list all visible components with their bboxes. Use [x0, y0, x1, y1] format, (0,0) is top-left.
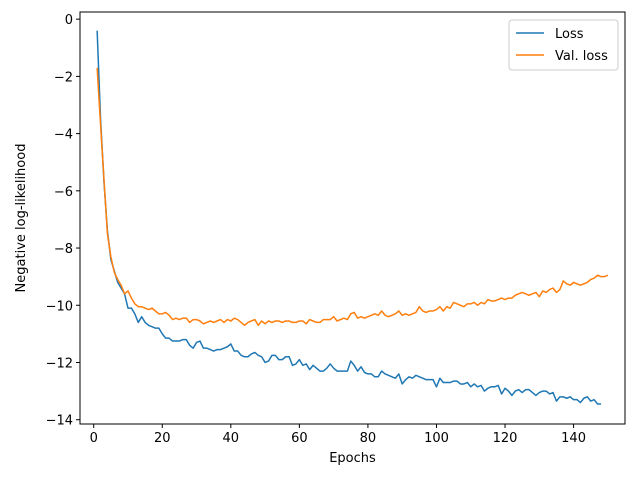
x-axis-title: Epochs: [329, 451, 376, 466]
plot-frame: [79, 11, 626, 425]
y-tick-label: −4: [54, 128, 73, 143]
x-axis-ticks: 0 20 40 60 80 100 120 140: [90, 424, 586, 446]
x-tick-label: 40: [223, 431, 240, 446]
legend-label-val-loss: Val. loss: [555, 49, 608, 64]
x-tick-label: 0: [90, 431, 98, 446]
x-tick-label: 140: [561, 431, 586, 446]
y-tick-label: −2: [54, 70, 73, 85]
y-tick-label: −8: [54, 242, 73, 257]
y-tick-label: −6: [54, 185, 73, 200]
x-tick-label: 80: [360, 431, 377, 446]
y-tick-label: 0: [65, 13, 73, 28]
plot-lines: [96, 30, 609, 405]
legend-label-loss: Loss: [555, 27, 584, 42]
series-line-val-loss: [96, 67, 609, 327]
y-tick-label: −12: [46, 356, 73, 371]
y-tick-label: −10: [46, 299, 73, 314]
series-line-loss: [96, 30, 602, 405]
x-tick-label: 20: [154, 431, 171, 446]
y-axis-ticks: 0 −2 −4 −6 −8 −10 −12 −14: [46, 13, 80, 429]
x-tick-label: 120: [493, 431, 518, 446]
y-axis-title: Negative log-likelihood: [14, 144, 29, 293]
x-tick-label: 60: [291, 431, 308, 446]
y-tick-label: −14: [46, 414, 73, 429]
legend: Loss Val. loss: [508, 19, 619, 71]
x-tick-label: 100: [424, 431, 449, 446]
